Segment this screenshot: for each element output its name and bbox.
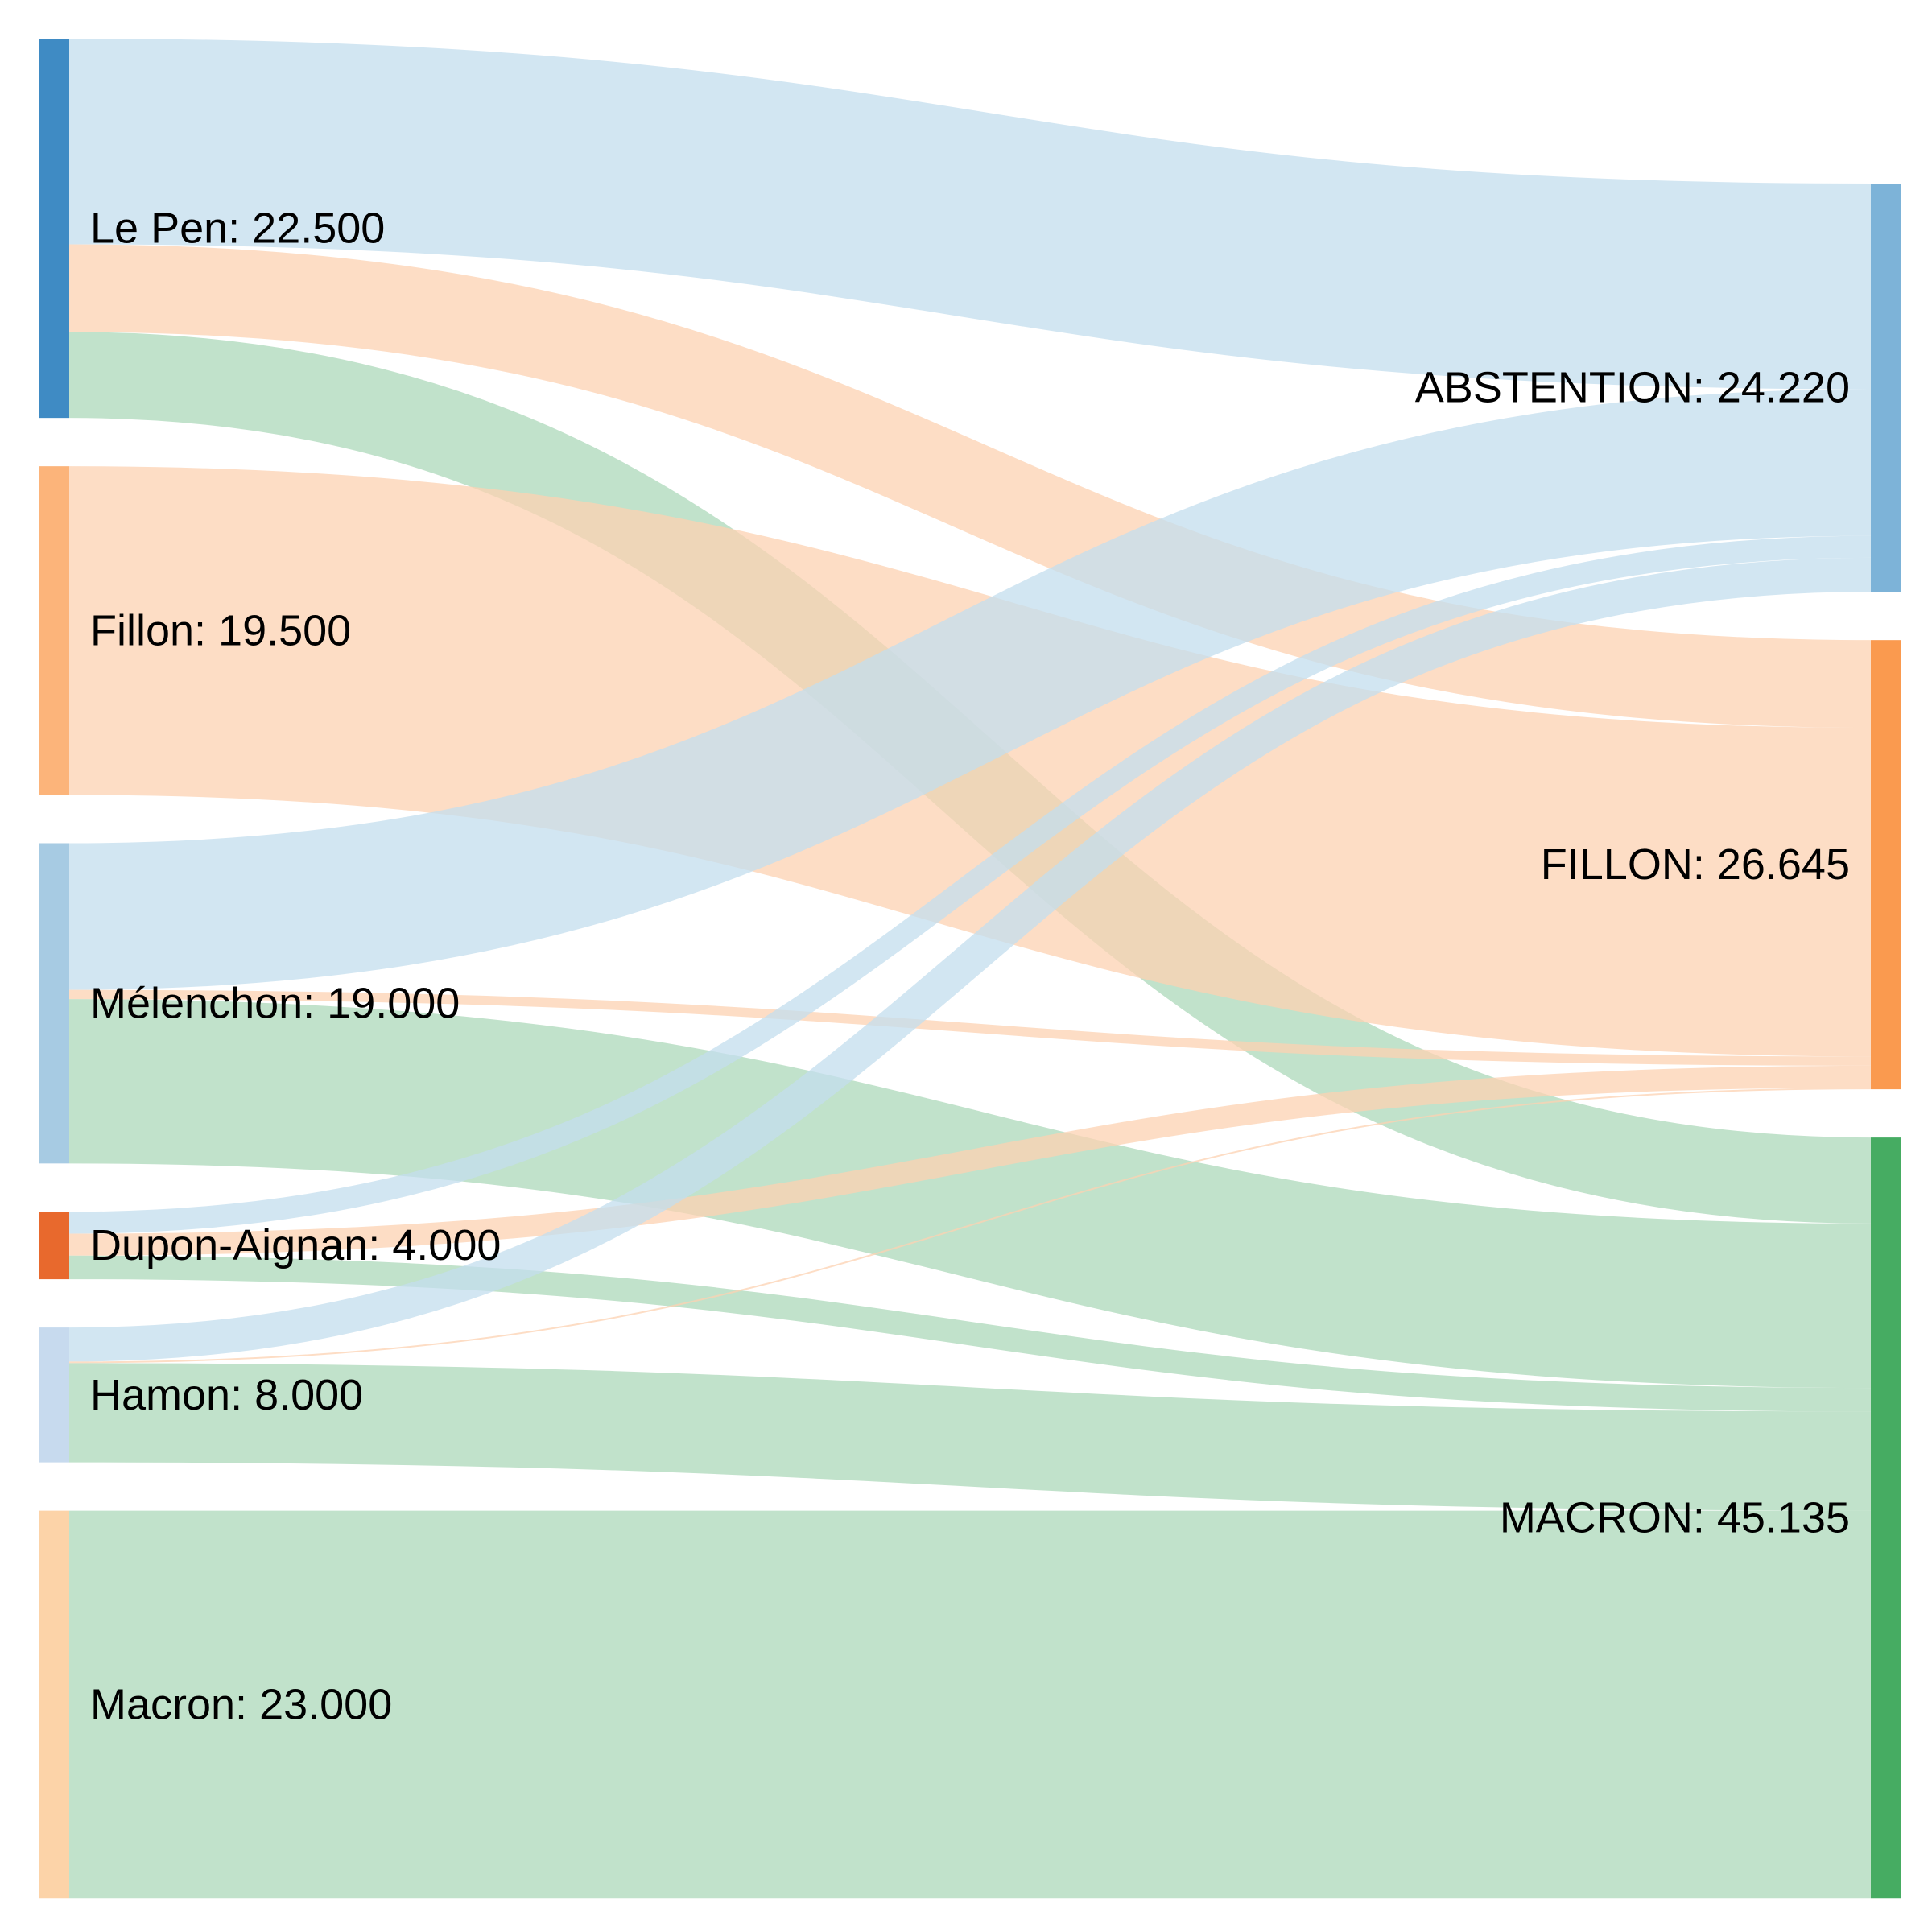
source-node-macron: [39, 1510, 69, 1899]
link-dupon-aignan-to-fillon: [68, 1065, 1872, 1256]
source-label-fillon: Fillon: 19.500: [90, 606, 351, 654]
target-node-fillon: [1871, 640, 1901, 1090]
source-node-melenchon: [39, 843, 69, 1164]
link-hamon-to-fillon: [68, 1088, 1872, 1364]
link-le-pen-to-abstention: [68, 39, 1872, 390]
link-hamon-to-macron: [68, 1363, 1872, 1511]
link-dupon-aignan-to-abstention: [68, 535, 1872, 1234]
link-dupon-aignan-to-macron: [68, 1255, 1872, 1412]
sankey-labels: Le Pen: 22.500 Fillon: 19.500 Mélenchon: 1…: [90, 204, 1850, 1729]
target-node-macron: [1871, 1137, 1901, 1899]
target-label-abstention: ABSTENTION: 24.220: [1415, 364, 1850, 412]
source-label-le-pen: Le Pen: 22.500: [90, 204, 385, 253]
source-node-hamon: [39, 1327, 69, 1463]
link-melenchon-to-abstention: [68, 389, 1872, 990]
link-melenchon-to-fillon: [68, 989, 1872, 1066]
source-label-macron: Macron: 23.000: [90, 1680, 392, 1728]
source-node-fillon: [39, 466, 69, 795]
sankey-links: [68, 39, 1872, 1899]
sankey-nodes: [39, 39, 1901, 1899]
source-node-le-pen: [39, 39, 69, 419]
target-label-fillon: FILLON: 26.645: [1541, 840, 1850, 889]
link-le-pen-to-fillon: [68, 244, 1872, 729]
target-node-abstention: [1871, 184, 1901, 592]
source-label-melenchon: Mélenchon: 19.000: [90, 979, 460, 1027]
target-label-macron: MACRON: 45.135: [1500, 1494, 1850, 1542]
source-label-hamon: Hamon: 8.000: [90, 1371, 363, 1419]
link-hamon-to-abstention: [68, 557, 1872, 1362]
source-label-dupon-aignan: Dupon-Aignan: 4.000: [90, 1221, 501, 1269]
source-node-dupon-aignan: [39, 1212, 69, 1280]
link-melenchon-to-macron: [68, 999, 1872, 1389]
